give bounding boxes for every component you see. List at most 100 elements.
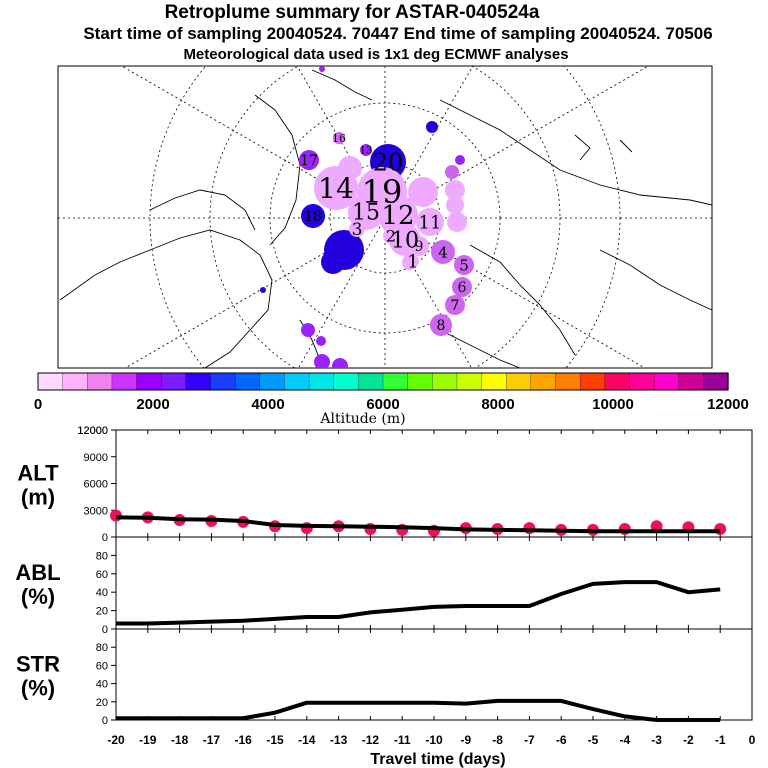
plume-dot bbox=[446, 196, 464, 214]
colorbar-cell bbox=[111, 372, 138, 391]
meridian-line bbox=[384, 66, 474, 219]
coastline-arctic-islands bbox=[149, 189, 256, 231]
x-tick-label: -18 bbox=[171, 733, 189, 747]
x-tick-label: -1 bbox=[715, 733, 726, 747]
panel-ylabel: ALT bbox=[17, 461, 59, 486]
coastline-islands bbox=[574, 134, 633, 161]
series-line bbox=[116, 580, 721, 626]
plume-label: 19 bbox=[362, 173, 403, 211]
time-series-panels: 03000600090001200012000ALT(m)020406080AB… bbox=[15, 425, 755, 768]
x-axis-label: Travel time (days) bbox=[370, 751, 505, 768]
plume-dot bbox=[314, 354, 330, 368]
plume-dot bbox=[301, 204, 325, 228]
colorbar-cell bbox=[407, 372, 433, 391]
colorbar-cell bbox=[333, 372, 360, 391]
plume-label: 14 bbox=[318, 172, 354, 205]
plume-dot bbox=[447, 212, 467, 232]
x-tick-label: -8 bbox=[492, 733, 503, 747]
colorbar-cell bbox=[579, 372, 606, 391]
y-tick-label: 12000 bbox=[77, 425, 108, 437]
coastline-mediterranean bbox=[439, 329, 521, 368]
colorbar-label: Altitude (m) bbox=[319, 411, 405, 427]
series-line bbox=[116, 698, 721, 722]
panel-ylabel-unit: (%) bbox=[21, 676, 55, 701]
y-tick-label: 3000 bbox=[84, 505, 108, 517]
colorbar-cell bbox=[234, 372, 261, 391]
plume-dot bbox=[260, 287, 266, 293]
colorbar-cell bbox=[161, 372, 187, 391]
panel-ylabel-unit: (%) bbox=[21, 584, 55, 609]
x-tick-label: -3 bbox=[651, 733, 662, 747]
plume-label: 8 bbox=[437, 318, 446, 334]
colorbar-cell bbox=[210, 372, 236, 391]
plume-dot bbox=[445, 295, 465, 315]
plume-dot bbox=[319, 66, 325, 72]
plume-dot bbox=[321, 250, 345, 274]
plume-label: 11 bbox=[419, 212, 442, 233]
colorbar-ticks: 0 2000 4000 6000 8000 10000 12000 bbox=[34, 396, 749, 413]
panel-abl: 0 20 40 60 80 ABL(%) bbox=[15, 536, 753, 636]
coastlines bbox=[59, 69, 712, 368]
plume-label: 15 bbox=[352, 201, 380, 226]
plume-dot bbox=[316, 336, 326, 346]
colorbar-cell bbox=[653, 372, 680, 391]
plume-dot bbox=[445, 165, 459, 179]
colorbar-cell bbox=[259, 372, 286, 391]
panel-ylabel: STR bbox=[16, 652, 60, 677]
plume-dot bbox=[314, 166, 358, 210]
colorbar-cell bbox=[382, 372, 409, 391]
plume-label: 17 bbox=[300, 153, 318, 169]
plume-dot bbox=[426, 121, 438, 133]
chart-title: Retroplume summary for ASTAR-040524a bbox=[164, 2, 540, 23]
colorbar-cell bbox=[555, 372, 581, 391]
plume-dot bbox=[416, 208, 444, 236]
y-tick-label: 12000 bbox=[77, 425, 108, 437]
y-tick-label: 40 bbox=[96, 587, 108, 599]
plume-dot bbox=[452, 277, 472, 297]
colorbar-tick-label: 0 bbox=[34, 396, 42, 413]
sampling-time: Start time of sampling 20040524. 70447 E… bbox=[83, 24, 713, 43]
x-tick-label: -16 bbox=[235, 733, 253, 747]
x-tick-label: -14 bbox=[298, 733, 316, 747]
coastline-greenland bbox=[254, 94, 301, 246]
plume-label: 3 bbox=[352, 220, 363, 240]
colorbar-cell bbox=[308, 372, 335, 391]
y-tick-label: 0 bbox=[102, 715, 108, 727]
colorbar-tick-label: 8000 bbox=[481, 396, 514, 413]
plume-label: 9 bbox=[415, 239, 424, 255]
colorbar-cell bbox=[604, 372, 631, 391]
colorbar-cell bbox=[530, 372, 557, 391]
colorbar: 0 2000 4000 6000 8000 10000 12000 Altitude (m) bbox=[34, 372, 749, 427]
colorbar-cell bbox=[432, 372, 458, 391]
y-tick-label: 0 bbox=[102, 624, 108, 636]
panel-ylabel-unit: (m) bbox=[21, 485, 55, 510]
plume-dot bbox=[454, 255, 474, 275]
plume-label: 10 bbox=[391, 229, 419, 254]
plume-dot bbox=[360, 144, 372, 156]
plume-label: 20 bbox=[373, 148, 404, 176]
colorbar-tick-label: 4000 bbox=[251, 396, 284, 413]
coastline-asia bbox=[599, 249, 712, 311]
plume-dot bbox=[408, 177, 438, 207]
colorbar-cell bbox=[358, 372, 384, 391]
plume-label: 5 bbox=[459, 256, 469, 274]
colorbar-cell bbox=[37, 372, 64, 391]
colorbar-cell bbox=[481, 372, 507, 391]
colorbar-cell bbox=[62, 372, 88, 391]
x-tick-label: -15 bbox=[266, 733, 284, 747]
y-tick-label: 20 bbox=[96, 697, 108, 709]
plume-label: 16 bbox=[332, 132, 346, 145]
plume-label: 18 bbox=[304, 209, 322, 225]
y-tick-label: 20 bbox=[96, 606, 108, 618]
panel-ylabel: ABL bbox=[15, 560, 60, 585]
y-tick-label: 80 bbox=[96, 550, 108, 562]
x-tick-label: -2 bbox=[683, 733, 694, 747]
plume-label: 7 bbox=[451, 298, 460, 314]
y-tick-label: 80 bbox=[96, 642, 108, 654]
colorbar-tick-label: 12000 bbox=[707, 396, 749, 413]
